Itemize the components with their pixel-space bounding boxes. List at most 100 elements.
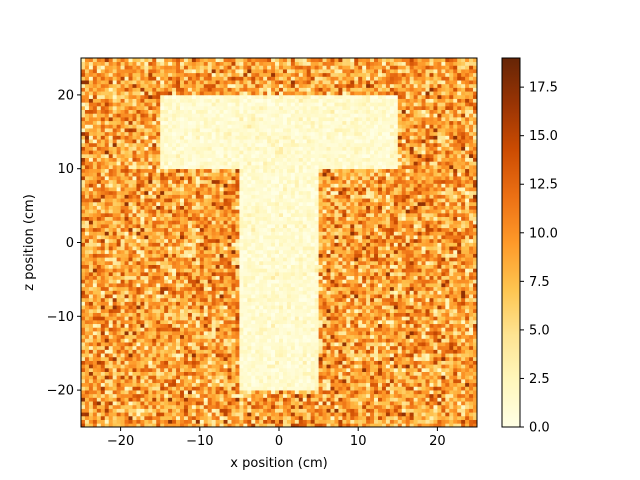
heatmap-cell xyxy=(342,349,347,354)
heatmap-cell xyxy=(140,367,145,372)
heatmap-cell xyxy=(255,367,260,372)
heatmap-cell xyxy=(433,331,438,336)
heatmap-cell xyxy=(334,401,339,406)
heatmap-cell xyxy=(156,279,161,284)
heatmap-cell xyxy=(441,423,446,428)
heatmap-cell xyxy=(433,279,438,284)
heatmap-cell xyxy=(366,345,371,350)
heatmap-cell xyxy=(405,316,411,321)
heatmap-cell xyxy=(144,246,149,251)
heatmap-cell xyxy=(441,312,446,317)
heatmap-cell xyxy=(366,404,371,409)
heatmap-cell xyxy=(96,264,102,269)
heatmap-cell xyxy=(286,390,292,395)
heatmap-cell xyxy=(279,286,284,291)
heatmap-cell xyxy=(290,419,296,424)
heatmap-cell xyxy=(156,319,161,325)
heatmap-cell xyxy=(437,345,442,350)
heatmap-cell xyxy=(275,253,280,258)
heatmap-cell xyxy=(251,275,256,280)
heatmap-cell xyxy=(417,264,422,269)
heatmap-cell xyxy=(120,242,125,247)
heatmap-cell xyxy=(168,412,173,417)
heatmap-cell xyxy=(223,331,228,336)
heatmap-cell xyxy=(393,393,399,398)
heatmap-cell xyxy=(152,297,157,302)
heatmap-cell xyxy=(211,257,216,262)
heatmap-cell xyxy=(413,379,418,384)
heatmap-cell xyxy=(132,390,137,395)
heatmap-cell xyxy=(314,390,319,395)
heatmap-cell xyxy=(350,353,355,358)
heatmap-cell xyxy=(84,272,90,277)
heatmap-cell xyxy=(176,264,181,269)
heatmap-cell xyxy=(302,375,308,380)
heatmap-cell xyxy=(215,345,220,350)
heatmap-cell xyxy=(239,375,244,380)
heatmap-cell xyxy=(172,379,177,384)
heatmap-cell xyxy=(199,242,205,247)
heatmap-cell xyxy=(231,360,236,365)
heatmap-cell xyxy=(298,323,304,328)
heatmap-cell xyxy=(405,408,411,413)
heatmap-cell xyxy=(180,319,185,325)
heatmap-cell xyxy=(168,301,173,306)
heatmap-cell xyxy=(370,249,375,254)
heatmap-cell xyxy=(405,371,411,376)
heatmap-cell xyxy=(326,382,331,387)
heatmap-cell xyxy=(465,342,470,347)
heatmap-cell xyxy=(362,268,367,273)
heatmap-cell xyxy=(306,375,312,380)
heatmap-cell xyxy=(354,397,359,402)
heatmap-cell xyxy=(445,331,450,336)
heatmap-cell xyxy=(211,327,216,332)
heatmap-cell xyxy=(445,275,450,280)
heatmap-cell xyxy=(112,353,117,358)
heatmap-cell xyxy=(243,308,248,313)
heatmap-cell xyxy=(346,323,351,328)
heatmap-cell xyxy=(247,275,252,280)
heatmap-cell xyxy=(385,419,391,424)
heatmap-cell xyxy=(354,412,359,417)
heatmap-cell xyxy=(421,342,426,347)
heatmap-cell xyxy=(413,312,418,317)
heatmap-cell xyxy=(306,260,312,265)
heatmap-cell xyxy=(346,253,351,258)
heatmap-cell xyxy=(152,371,157,376)
heatmap-cell xyxy=(148,264,153,269)
heatmap-cell xyxy=(132,419,137,424)
heatmap-cell xyxy=(381,327,387,332)
heatmap-cell xyxy=(354,390,359,395)
heatmap-cell xyxy=(172,268,177,273)
heatmap-cell xyxy=(267,323,272,328)
heatmap-cell xyxy=(203,257,209,262)
heatmap-cell xyxy=(120,375,125,380)
heatmap-cell xyxy=(199,371,205,376)
heatmap-cell xyxy=(354,286,359,291)
heatmap-cell xyxy=(84,327,90,332)
heatmap-cell xyxy=(298,264,304,269)
heatmap-cell xyxy=(385,390,391,395)
heatmap-cell xyxy=(342,386,347,391)
heatmap-cell xyxy=(425,286,430,291)
heatmap-cell xyxy=(132,294,137,299)
heatmap-cell xyxy=(195,338,201,343)
heatmap-cell xyxy=(247,286,252,291)
heatmap-cell xyxy=(417,323,422,328)
heatmap-cell xyxy=(358,353,363,358)
heatmap-cell xyxy=(437,279,442,284)
heatmap-cell xyxy=(203,360,209,365)
heatmap-cell xyxy=(397,342,403,347)
heatmap-cell xyxy=(374,334,379,339)
heatmap-cell xyxy=(461,404,466,409)
heatmap-cell xyxy=(219,349,224,354)
heatmap-cell xyxy=(397,264,403,269)
heatmap-cell xyxy=(259,345,264,350)
heatmap-cell xyxy=(211,260,216,265)
heatmap-cell xyxy=(187,312,193,317)
heatmap-cell xyxy=(180,360,185,365)
heatmap-cell xyxy=(84,286,90,291)
heatmap-cell xyxy=(227,275,232,280)
heatmap-cell xyxy=(187,390,193,395)
heatmap-cell xyxy=(132,356,137,361)
